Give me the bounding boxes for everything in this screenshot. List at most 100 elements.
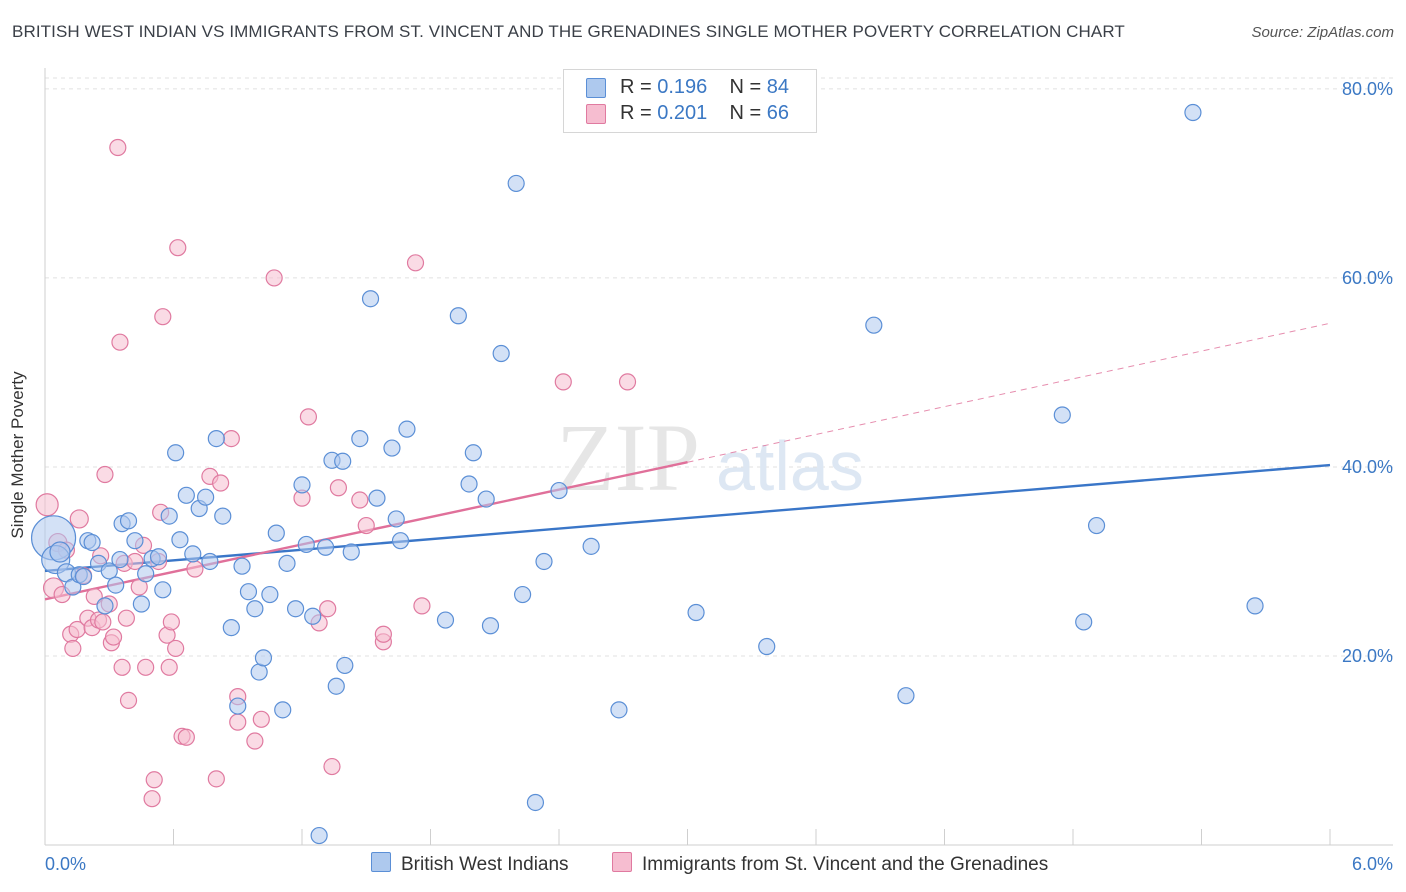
point-british-west-indian	[239, 583, 258, 601]
point-british-west-indian	[107, 576, 125, 594]
point-st-vincent	[94, 613, 112, 631]
point-british-west-indian	[83, 533, 101, 552]
point-british-west-indian	[758, 637, 776, 656]
point-british-west-indian	[492, 344, 510, 363]
legend-swatch-blue	[586, 78, 606, 98]
point-british-west-indian	[550, 481, 568, 500]
point-british-west-indian	[1246, 597, 1264, 615]
point-st-vincent	[212, 474, 230, 492]
point-british-west-indian	[316, 538, 335, 556]
point-british-west-indian	[387, 510, 405, 528]
point-st-vincent	[222, 429, 240, 448]
correlation-legend: R = 0.196 N = 84 R = 0.201 N = 66	[563, 69, 817, 133]
point-st-vincent	[117, 609, 135, 627]
point-british-west-indian	[535, 552, 553, 571]
point-st-vincent	[299, 408, 318, 426]
point-st-vincent	[374, 625, 392, 643]
legend-r-value: 0.201	[657, 102, 708, 124]
point-british-west-indian	[398, 420, 416, 438]
point-british-west-indian	[254, 649, 273, 667]
point-st-vincent	[104, 628, 123, 646]
point-st-vincent	[252, 710, 270, 728]
point-st-vincent	[207, 770, 225, 788]
point-british-west-indian	[477, 490, 495, 508]
y-tick-label: 60.0%	[1342, 268, 1393, 288]
point-british-west-indian	[897, 687, 915, 705]
point-british-west-indian	[351, 429, 369, 448]
point-british-west-indian	[132, 595, 150, 613]
point-british-west-indian	[1053, 406, 1071, 424]
point-british-west-indian	[167, 444, 185, 462]
points-immigrants-st-vincent	[35, 138, 637, 808]
point-british-west-indian	[214, 507, 232, 525]
point-british-west-indian	[1087, 516, 1106, 535]
point-british-west-indian	[481, 617, 500, 635]
point-st-vincent	[319, 600, 337, 618]
point-british-west-indian	[100, 562, 118, 580]
point-st-vincent	[64, 639, 82, 658]
point-british-west-indian	[267, 524, 285, 542]
point-british-west-indian	[391, 532, 410, 550]
point-st-vincent	[143, 790, 161, 808]
point-st-vincent	[229, 713, 247, 731]
point-british-west-indian	[1075, 613, 1093, 631]
point-british-west-indian	[304, 607, 322, 625]
point-british-west-indian	[201, 552, 219, 571]
point-st-vincent	[96, 465, 114, 484]
y-tick-label: 40.0%	[1342, 457, 1393, 477]
point-british-west-indian	[582, 537, 600, 555]
point-british-west-indian	[310, 826, 328, 845]
point-british-west-indian	[154, 581, 172, 599]
point-british-west-indian	[171, 531, 189, 549]
point-st-vincent	[329, 479, 348, 497]
point-st-vincent	[154, 308, 172, 326]
point-st-vincent	[265, 269, 283, 287]
point-st-vincent	[186, 560, 204, 578]
source-label: Source: ZipAtlas.com	[1251, 24, 1394, 41]
point-st-vincent	[69, 509, 89, 529]
legend-r-label: R =	[620, 76, 652, 98]
point-british-west-indian	[507, 174, 525, 193]
point-british-west-indian	[610, 701, 628, 719]
legend-n-value: 84	[766, 76, 790, 98]
legend-r-value: 0.196	[657, 76, 708, 98]
point-st-vincent	[351, 491, 369, 509]
legend-n-label: N =	[729, 102, 762, 124]
point-british-west-indian	[229, 697, 247, 715]
series-legend-blue: British West Indians	[371, 852, 569, 876]
point-st-vincent	[169, 239, 187, 257]
point-st-vincent	[406, 254, 425, 272]
tick-labels: 20.0% 40.0% 60.0% 80.0% 0.0% 6.0%	[45, 79, 1393, 874]
watermark-atlas: atlas	[716, 427, 864, 505]
point-st-vincent	[618, 373, 637, 391]
point-british-west-indian	[74, 567, 93, 586]
point-british-west-indian	[149, 548, 168, 566]
point-british-west-indian	[383, 439, 401, 457]
legend-n-value: 66	[766, 102, 790, 124]
point-british-west-indian	[361, 290, 380, 308]
series-legend-pink: Immigrants from St. Vincent and the Gren…	[612, 852, 1048, 876]
y-axis-label: Single Mother Poverty	[8, 371, 27, 539]
point-british-west-indian	[460, 475, 478, 493]
point-st-vincent	[323, 757, 341, 776]
point-british-west-indian	[286, 600, 305, 618]
point-st-vincent	[145, 771, 163, 789]
chart-title: BRITISH WEST INDIAN VS IMMIGRANTS FROM S…	[12, 22, 1125, 41]
series-swatch-blue	[371, 852, 391, 872]
point-st-vincent	[137, 658, 155, 676]
y-tick-label: 80.0%	[1342, 79, 1393, 99]
point-british-west-indian	[334, 452, 352, 470]
point-british-west-indian	[111, 550, 129, 569]
trend-line-pink-extension	[687, 322, 1331, 463]
point-st-vincent	[113, 658, 131, 676]
points-british-west-indians	[30, 103, 1264, 845]
point-british-west-indian	[233, 557, 251, 575]
point-british-west-indian	[297, 535, 315, 554]
point-british-west-indian	[342, 543, 360, 561]
point-british-west-indian	[687, 603, 705, 622]
point-st-vincent	[160, 658, 178, 676]
point-st-vincent	[111, 333, 129, 351]
legend-r-label: R =	[620, 102, 652, 124]
point-british-west-indian	[137, 565, 155, 583]
